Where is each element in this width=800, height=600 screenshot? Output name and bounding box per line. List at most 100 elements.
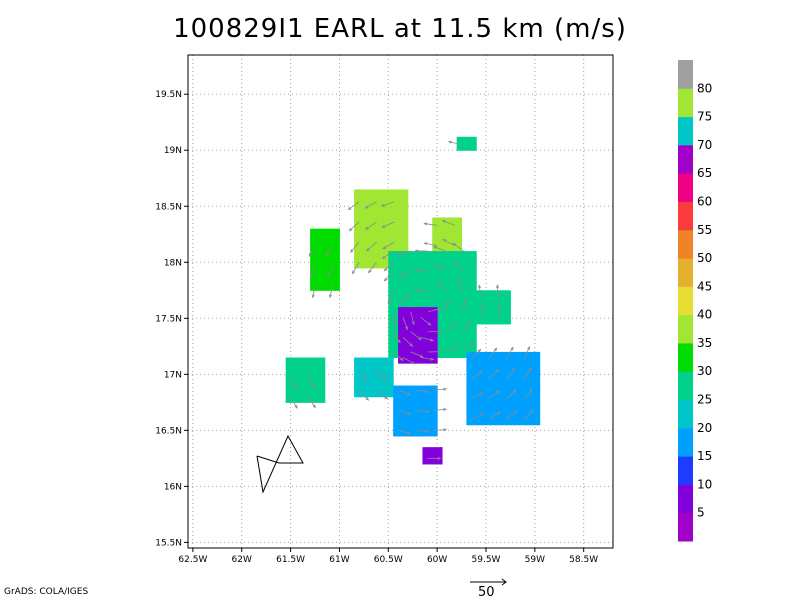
wind-cell [484, 391, 491, 399]
wind-vector [364, 201, 377, 209]
wind-cell [394, 276, 401, 285]
wind-cell [417, 263, 424, 271]
wind-vector [402, 291, 412, 302]
wind-cell [310, 229, 317, 238]
wind-cell [434, 415, 438, 424]
wind-vector-head [366, 247, 370, 252]
wind-cell [315, 276, 323, 285]
wind-cell [435, 251, 442, 258]
wind-vector-head [530, 409, 535, 413]
wind-cell [464, 297, 471, 305]
wind-cell [411, 297, 419, 305]
wind-cell [536, 357, 541, 365]
wind-cell [416, 402, 423, 410]
wind-vector-head [397, 252, 402, 256]
wind-cell [452, 310, 460, 318]
wind-vector [290, 376, 297, 389]
wind-cell [449, 224, 457, 232]
wind-cell [435, 290, 442, 298]
wind-cell [371, 234, 379, 242]
wind-vector [308, 244, 316, 257]
wind-cell [404, 385, 412, 390]
wind-vector-head [433, 264, 438, 268]
wind-cell [320, 382, 326, 390]
wind-cell [525, 404, 532, 412]
wind-cell [476, 310, 483, 318]
wind-cell [320, 362, 326, 370]
colorbar-label: 65 [697, 166, 712, 180]
wind-cell [315, 263, 323, 271]
colorbar-swatch [678, 314, 693, 344]
wind-cell [389, 369, 394, 378]
wind-cell [525, 418, 532, 426]
wind-cell [371, 383, 379, 391]
wind-cell [354, 207, 361, 215]
wind-cell [452, 283, 460, 291]
wind-cell [417, 270, 424, 278]
wind-cell [422, 450, 429, 458]
wind-cell [303, 388, 310, 397]
wind-cell [359, 357, 367, 364]
wind-cell [365, 227, 373, 235]
wind-cell [458, 270, 465, 278]
wind-cell [422, 385, 429, 390]
wind-region [456, 136, 477, 151]
wind-cell [435, 256, 442, 264]
wind-cell [446, 251, 454, 258]
wind-cell [359, 261, 367, 269]
wind-cell [501, 391, 508, 399]
wind-cell [365, 234, 373, 242]
wind-cell [333, 276, 340, 285]
wind-cell [422, 447, 429, 452]
wind-cell [399, 395, 406, 403]
wind-cell [354, 220, 361, 229]
wind-cell [422, 457, 429, 465]
wind-vector [365, 221, 377, 230]
wind-vector-head [452, 322, 457, 327]
wind-cell [501, 384, 508, 392]
wind-cell [394, 323, 401, 332]
wind-vector [463, 298, 466, 312]
wind-cell [438, 237, 445, 245]
wind-cell [405, 263, 413, 271]
wind-cell [315, 229, 323, 238]
wind-cell [435, 350, 442, 359]
wind-vector-head [407, 411, 412, 415]
wind-vector [471, 371, 483, 380]
wind-vector [366, 241, 377, 252]
wind-cell [468, 143, 475, 151]
wind-cell [410, 415, 418, 424]
wind-cell [476, 303, 483, 311]
wind-cell [383, 189, 390, 195]
wind-vector-head [477, 348, 482, 353]
wind-cell [470, 337, 477, 345]
wind-vector-head [409, 343, 414, 347]
wind-vector [523, 388, 533, 400]
y-tick-label: 19.5N [155, 90, 182, 100]
wind-cell [472, 404, 479, 412]
wind-cell [422, 422, 429, 430]
wind-cell [423, 276, 430, 285]
wind-cell [400, 193, 408, 202]
colorbar-label: 70 [697, 138, 712, 152]
y-tick-label: 18N [164, 258, 182, 268]
wind-vector-head [511, 367, 516, 372]
wind-cell [484, 418, 491, 426]
wind-cell [433, 316, 438, 324]
wind-cell [441, 270, 448, 278]
wind-cell [452, 290, 460, 298]
wind-cell [303, 362, 310, 370]
wind-cell [443, 230, 451, 239]
wind-vector [420, 336, 434, 342]
wind-cell [435, 344, 442, 352]
wind-cell [466, 411, 473, 419]
wind-cell [536, 391, 541, 399]
wind-cell [371, 390, 379, 398]
wind-cell [441, 317, 448, 325]
wind-vector-head [470, 342, 474, 346]
wind-cell [513, 384, 520, 392]
wind-cell [470, 317, 477, 325]
wind-cell [400, 214, 408, 222]
wind-cell [394, 350, 401, 359]
wind-cell [487, 317, 495, 325]
